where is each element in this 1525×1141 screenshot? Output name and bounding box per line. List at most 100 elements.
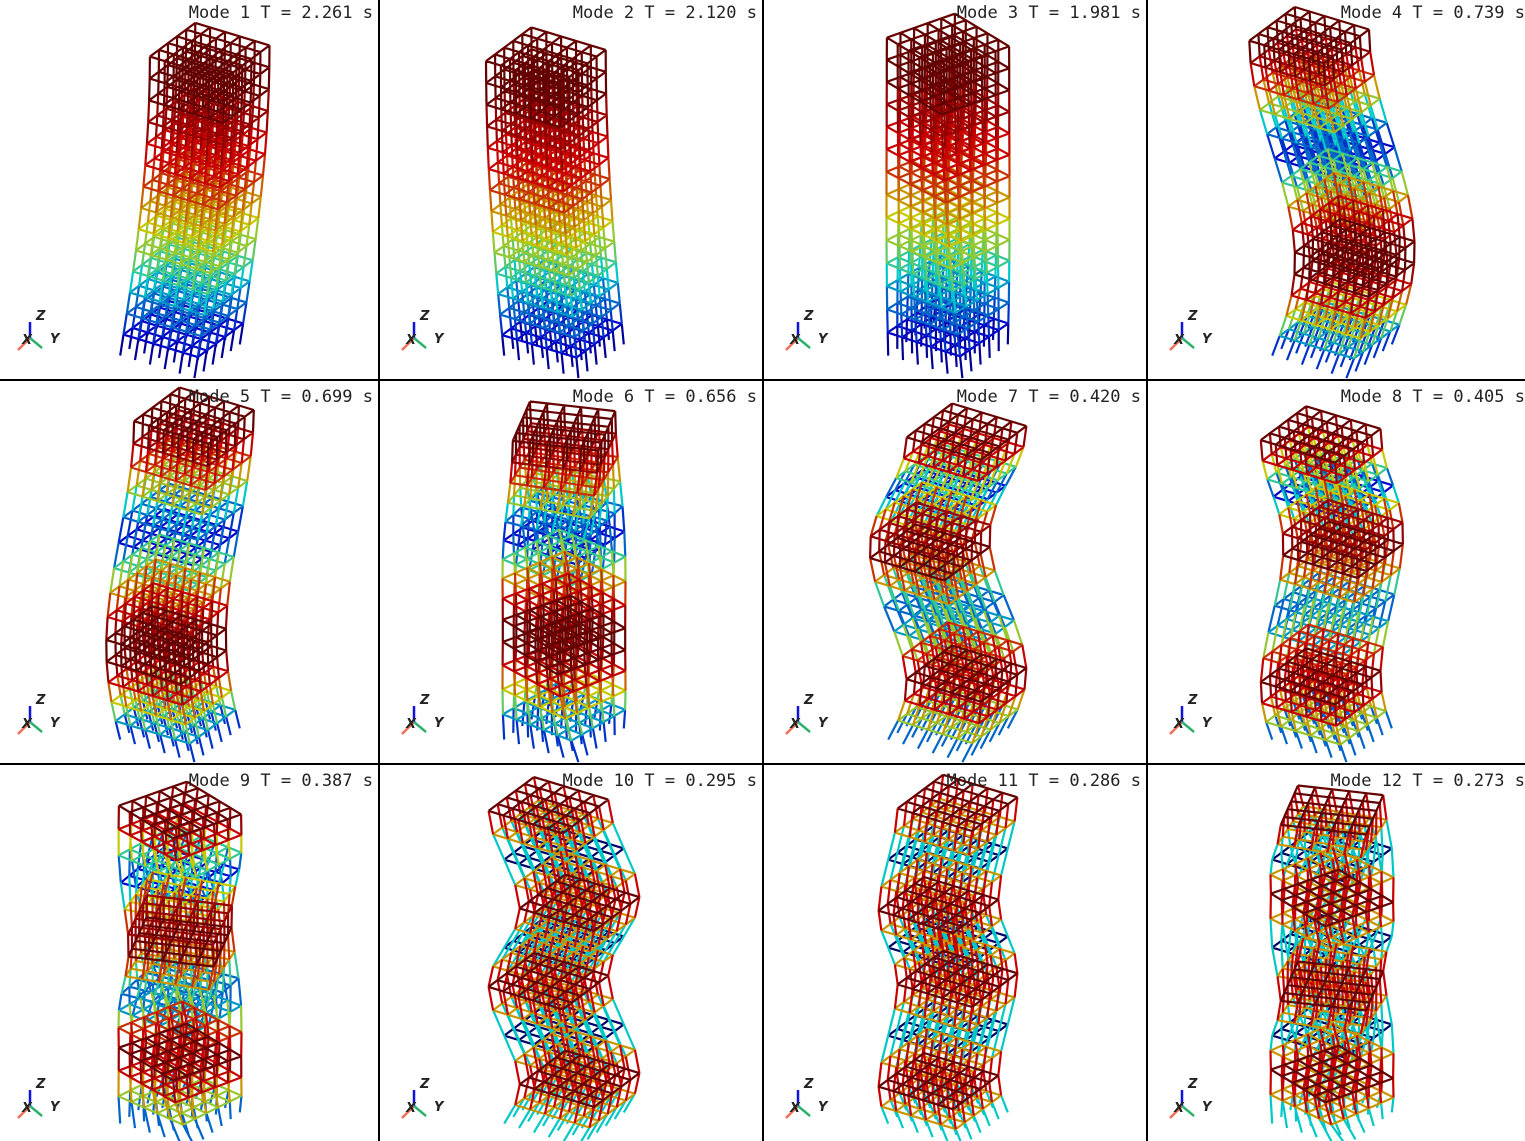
frame-members	[1248, 5, 1416, 298]
mode-label: Mode 1	[188, 3, 251, 23]
z-axis-label: Z	[1187, 309, 1198, 324]
mode-title: Mode 6 T = 0.656 s	[573, 387, 757, 407]
y-axis-line	[797, 337, 811, 349]
panel-divider	[378, 0, 380, 1141]
frame-members	[118, 780, 242, 1082]
y-axis-line	[29, 1105, 43, 1117]
mode-title: Mode 1 T = 2.261 s	[189, 3, 373, 23]
frame-wireframe: ZX Y	[1169, 405, 1404, 763]
panel-divider	[762, 0, 764, 1141]
y-axis-label: Y	[1202, 332, 1213, 347]
axis-triad-icon: ZX Y	[401, 309, 445, 351]
mode-title: Mode 9 T = 0.387 s	[189, 771, 373, 791]
y-axis-line	[29, 721, 43, 733]
axis-triad-icon: ZX Y	[1169, 1077, 1213, 1119]
x-axis-label: X	[789, 333, 801, 348]
x-axis-label: X	[789, 717, 801, 732]
x-axis-line	[785, 1105, 799, 1119]
x-axis-label: X	[21, 333, 33, 348]
mode-period: T = 2.120 s	[644, 3, 757, 23]
axis-triad-icon: ZX Y	[17, 1077, 61, 1119]
y-axis-label: Y	[50, 332, 61, 347]
axis-triad-icon: ZX Y	[401, 693, 445, 735]
panel-divider	[0, 379, 1525, 381]
axis-triad-icon: ZX Y	[1169, 693, 1213, 735]
frame-wireframe: ZX Y	[401, 776, 641, 1141]
x-axis-label: X	[1173, 1101, 1185, 1116]
mode-title: Mode 3 T = 1.981 s	[957, 3, 1141, 23]
frame-wireframe: ZX Y	[1169, 5, 1416, 379]
x-axis-line	[1169, 721, 1183, 735]
mode-label: Mode 11	[946, 771, 1019, 791]
mode-label: Mode 12	[1330, 771, 1403, 791]
mode-label: Mode 8	[1340, 387, 1403, 407]
x-axis-label: X	[1173, 333, 1185, 348]
mode-title: Mode 4 T = 0.739 s	[1341, 3, 1525, 23]
mode-period: T = 0.420 s	[1028, 387, 1141, 407]
axis-triad-icon: ZX Y	[785, 1077, 829, 1119]
mode-title: Mode 10 T = 0.295 s	[563, 771, 758, 791]
axis-triad-icon: ZX Y	[1169, 309, 1213, 351]
mode-title: Mode 8 T = 0.405 s	[1341, 387, 1525, 407]
frame-members	[1279, 301, 1401, 360]
frame-wireframe: ZX Y	[1169, 784, 1395, 1141]
frame-wireframe: ZX Y	[785, 12, 1011, 379]
frame-members	[105, 386, 255, 686]
y-axis-line	[413, 337, 427, 349]
z-axis-label: Z	[35, 693, 46, 708]
y-axis-line	[1181, 1105, 1195, 1117]
z-axis-label: Z	[803, 1077, 814, 1092]
x-axis-label: X	[405, 717, 417, 732]
mode-title: Mode 12 T = 0.273 s	[1331, 771, 1525, 791]
x-axis-label: X	[21, 1101, 33, 1116]
mode-label: Mode 5	[188, 387, 251, 407]
y-axis-line	[797, 1105, 811, 1117]
y-axis-line	[29, 337, 43, 349]
x-axis-label: X	[789, 1101, 801, 1116]
x-axis-label: X	[405, 1101, 417, 1116]
z-axis-label: Z	[803, 309, 814, 324]
z-axis-label: Z	[419, 693, 430, 708]
mode-label: Mode 10	[562, 771, 635, 791]
z-axis-label: Z	[419, 309, 430, 324]
y-axis-label: Y	[1202, 716, 1213, 731]
frame-wireframe: ZX Y	[401, 26, 625, 379]
frame-members	[501, 400, 627, 676]
x-axis-line	[17, 1105, 31, 1119]
z-axis-label: Z	[419, 1077, 430, 1092]
frame-wireframe: ZX Y	[785, 402, 1028, 763]
x-axis-line	[17, 721, 31, 735]
z-axis-label: Z	[803, 693, 814, 708]
x-axis-line	[401, 1105, 415, 1119]
mode-period: T = 0.273 s	[1412, 771, 1525, 791]
frame-members	[148, 21, 271, 124]
frame-wireframe: ZX Y	[17, 780, 243, 1141]
mode-period: T = 0.286 s	[1028, 771, 1141, 791]
mode-label: Mode 3	[956, 3, 1019, 23]
frame-members	[885, 12, 1011, 116]
frame-wireframe: ZX Y	[401, 400, 627, 763]
y-axis-label: Y	[818, 1100, 829, 1115]
frame-members	[869, 402, 1028, 703]
frame-members	[487, 776, 641, 1128]
mode-period: T = 0.405 s	[1412, 387, 1525, 407]
mode-period: T = 1.981 s	[1028, 3, 1141, 23]
z-axis-label: Z	[35, 1077, 46, 1092]
frame-members	[1270, 784, 1394, 1104]
mode-title: Mode 2 T = 2.120 s	[573, 3, 757, 23]
x-axis-line	[1169, 337, 1183, 351]
x-axis-line	[785, 721, 799, 735]
y-axis-label: Y	[50, 1100, 61, 1115]
x-axis-label: X	[1173, 717, 1185, 732]
mode-period: T = 0.739 s	[1412, 3, 1525, 23]
x-axis-label: X	[405, 333, 417, 348]
mode-period: T = 0.699 s	[260, 387, 373, 407]
